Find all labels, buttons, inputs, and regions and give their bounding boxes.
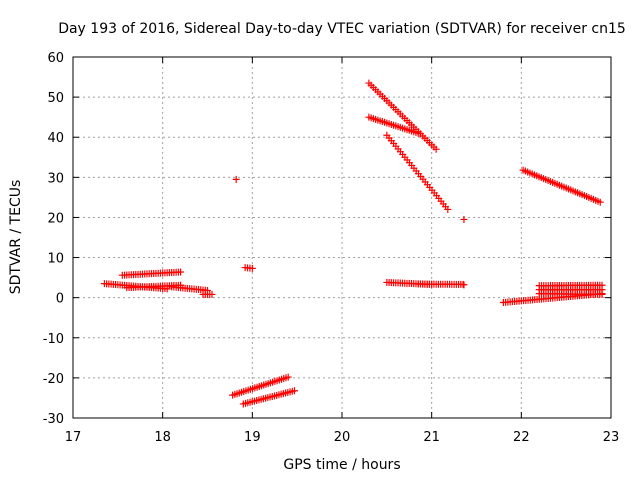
y-tick-label: -10 bbox=[43, 332, 64, 347]
y-tick-label: -30 bbox=[43, 412, 64, 427]
x-tick-label: 23 bbox=[603, 430, 620, 445]
data-point bbox=[460, 281, 468, 289]
data-point bbox=[177, 268, 185, 276]
y-tick-label: 60 bbox=[47, 51, 64, 66]
data-point bbox=[414, 129, 422, 137]
x-axis-label: GPS time / hours bbox=[283, 457, 400, 473]
x-tick-label: 20 bbox=[334, 430, 351, 445]
axis-ticks: 17 18 19 20 21 22 23 -30 -20 -10 0 10 20 30 40 50 60 bbox=[43, 51, 620, 445]
chart-title: Day 193 of 2016, Sidereal Day-to-day VTE… bbox=[58, 21, 626, 37]
data-points bbox=[100, 79, 606, 408]
y-tick-label: 10 bbox=[47, 252, 64, 267]
y-tick-label: 0 bbox=[56, 292, 64, 307]
x-tick-label: 19 bbox=[244, 430, 261, 445]
y-axis-label: SDTVAR / TECUs bbox=[8, 180, 24, 295]
y-tick-label: 50 bbox=[47, 91, 64, 106]
data-point bbox=[248, 264, 256, 272]
y-tick-label: 30 bbox=[47, 171, 64, 186]
x-tick-label: 22 bbox=[513, 430, 530, 445]
x-tick-label: 17 bbox=[65, 430, 82, 445]
y-tick-label: -20 bbox=[43, 372, 64, 387]
y-tick-label: 40 bbox=[47, 131, 64, 146]
data-point bbox=[284, 373, 292, 381]
x-tick-label: 18 bbox=[154, 430, 171, 445]
data-point bbox=[596, 198, 604, 206]
data-point bbox=[208, 290, 216, 298]
x-tick-label: 21 bbox=[423, 430, 440, 445]
gridlines bbox=[73, 57, 611, 418]
data-point bbox=[432, 145, 440, 153]
data-point bbox=[444, 205, 452, 213]
data-point bbox=[232, 175, 240, 183]
data-point bbox=[460, 215, 468, 223]
data-point bbox=[290, 387, 298, 395]
y-tick-label: 20 bbox=[47, 211, 64, 226]
data-point bbox=[598, 281, 606, 289]
